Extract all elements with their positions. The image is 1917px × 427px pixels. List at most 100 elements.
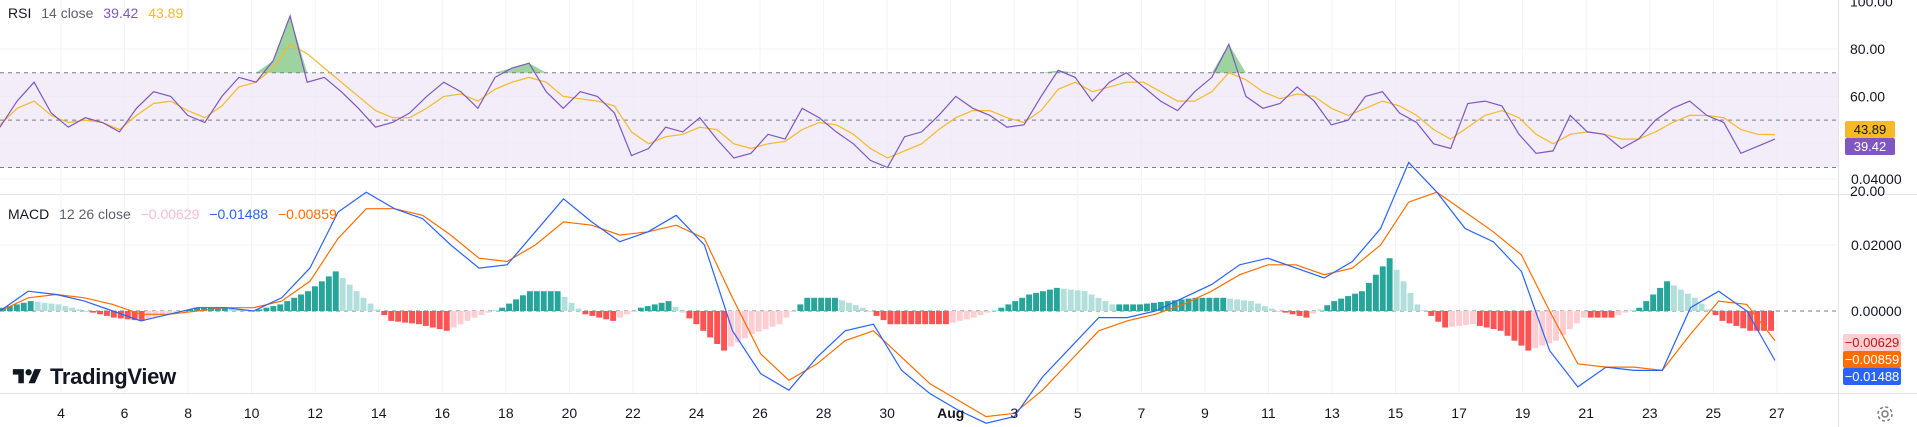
macd-histogram-bar	[1067, 289, 1074, 311]
macd-histogram-bar	[1629, 310, 1636, 311]
macd-histogram-bar	[617, 311, 623, 318]
macd-histogram-bar	[728, 311, 734, 347]
macd-price-tag	[1843, 334, 1901, 351]
macd-histogram-bar	[1532, 311, 1539, 349]
macd-params: 12 26 close	[59, 206, 131, 222]
macd-histogram-bar	[318, 281, 325, 311]
macd-histogram-bar	[492, 310, 499, 311]
macd-legend[interactable]: MACD 12 26 close −0.00629 −0.01488 −0.00…	[8, 206, 343, 222]
rsi-pane[interactable]	[0, 13, 1838, 169]
macd-histogram-bar	[922, 311, 929, 325]
macd-histogram-bar	[1220, 297, 1227, 311]
macd-histogram-bar	[929, 311, 935, 325]
rsi-axis-label: 100.00	[1850, 0, 1893, 10]
macd-histogram-bar	[1733, 311, 1740, 326]
macd-histogram-bar	[1747, 311, 1754, 331]
rsi-price-tag	[1845, 121, 1895, 138]
macd-histogram-bar	[936, 311, 942, 325]
macd-histogram-bar	[166, 311, 173, 315]
time-axis-label: 23	[1642, 405, 1658, 421]
macd-histogram-bar	[1372, 274, 1379, 311]
tradingview-logo[interactable]: TradingView	[10, 364, 176, 390]
macd-histogram-bar	[499, 307, 506, 311]
time-axis-label: 15	[1388, 405, 1404, 421]
macd-histogram-bar	[159, 311, 166, 316]
macd-histogram-bar	[1608, 311, 1615, 318]
macd-histogram-bar	[665, 301, 672, 311]
macd-histogram-bar	[277, 304, 284, 311]
macd-title: MACD	[8, 206, 50, 222]
macd-histogram-bar	[769, 311, 776, 327]
macd-histogram-bar	[1185, 298, 1192, 311]
macd-histogram-bar	[582, 311, 589, 315]
macd-histogram-bar	[360, 297, 367, 311]
macd-histogram-bar	[970, 311, 977, 318]
macd-histogram-bar	[818, 297, 825, 311]
macd-histogram-bar	[422, 311, 429, 326]
macd-histogram-bar	[1386, 258, 1393, 311]
macd-pane[interactable]	[0, 161, 1838, 424]
macd-histogram-bar	[104, 311, 110, 316]
macd-histogram-bar	[1407, 292, 1414, 311]
macd-histogram-bar	[1657, 287, 1663, 311]
macd-histogram-bar	[346, 284, 353, 311]
macd-histogram-bar	[1151, 302, 1157, 312]
settings-gear-icon[interactable]	[1875, 404, 1895, 424]
macd-histogram-bar	[873, 311, 880, 316]
macd-histogram-bar	[901, 311, 908, 325]
time-axis-label: 16	[435, 405, 451, 421]
macd-price-tag-label: −0.01488	[1845, 369, 1900, 384]
macd-histogram-bar	[1123, 304, 1130, 311]
macd-histogram-bar	[561, 297, 568, 311]
time-axis-label: 22	[625, 405, 641, 421]
macd-histogram-bar	[714, 311, 721, 344]
macd-histogram-bar	[644, 306, 651, 311]
macd-histogram-bar	[790, 311, 797, 312]
macd-histogram-bar	[1379, 266, 1386, 311]
macd-histogram-bar	[1040, 291, 1046, 311]
macd-histogram-bar	[270, 306, 277, 311]
macd-histogram-bar	[83, 311, 90, 312]
macd-histogram-bar	[1261, 306, 1268, 311]
macd-histogram-bar	[520, 295, 526, 311]
logo-text: TradingView	[50, 364, 176, 389]
time-scale[interactable]: 4 6 8 10 12 14 16 18 20 22 24 26 28 30 Aug 3 5 7 9 11 13 15 17…	[57, 405, 1785, 421]
macd-histogram-bar	[603, 311, 610, 320]
macd-histogram-bar	[69, 307, 76, 311]
macd-histogram-bar	[1144, 303, 1150, 311]
macd-histogram-bar	[1345, 296, 1351, 311]
macd-histogram-bar	[201, 307, 207, 311]
macd-histogram-bar	[381, 311, 388, 316]
macd-histogram-bar	[1615, 311, 1622, 316]
macd-histogram-bar	[1019, 297, 1026, 311]
macd-histogram-bar	[1684, 293, 1691, 311]
macd-histogram-bar	[679, 311, 686, 313]
macd-histogram-bar	[1449, 311, 1455, 327]
macd-histogram-bar	[596, 311, 603, 318]
macd-histogram-bar	[1317, 309, 1324, 311]
macd-histogram-bar	[651, 304, 658, 311]
macd-histogram-bar	[117, 311, 124, 319]
macd-histogram-bar	[443, 311, 450, 331]
rsi-legend[interactable]: RSI 14 close 39.42 43.89	[8, 5, 189, 21]
time-axis-label: 11	[1261, 405, 1276, 421]
macd-histogram-bar	[797, 304, 804, 311]
macd-histogram-bar	[963, 311, 970, 320]
macd-signal-value: −0.00859	[278, 206, 337, 222]
rsi-ma-line	[0, 43, 1776, 159]
macd-histogram-bar	[1359, 291, 1365, 311]
macd-histogram-bar	[804, 297, 811, 311]
macd-histogram-bar	[284, 301, 291, 311]
macd-histogram-bar	[1047, 289, 1053, 311]
macd-histogram-bar	[1740, 311, 1747, 329]
rsi-price-tag-label: 39.42	[1854, 139, 1887, 154]
macd-price-tag	[1843, 351, 1901, 368]
macd-histogram-bar	[1393, 269, 1400, 312]
macd-histogram-bar	[374, 309, 381, 311]
macd-histogram-bar	[1206, 297, 1213, 311]
macd-histogram-bar	[1352, 293, 1358, 311]
rsi-line	[0, 13, 1776, 169]
price-scale[interactable]: 100.00 80.00 60.00 20.00 43.89 39.42 0.04000 0.…	[1843, 0, 1902, 385]
macd-histogram-bar	[1421, 310, 1428, 311]
